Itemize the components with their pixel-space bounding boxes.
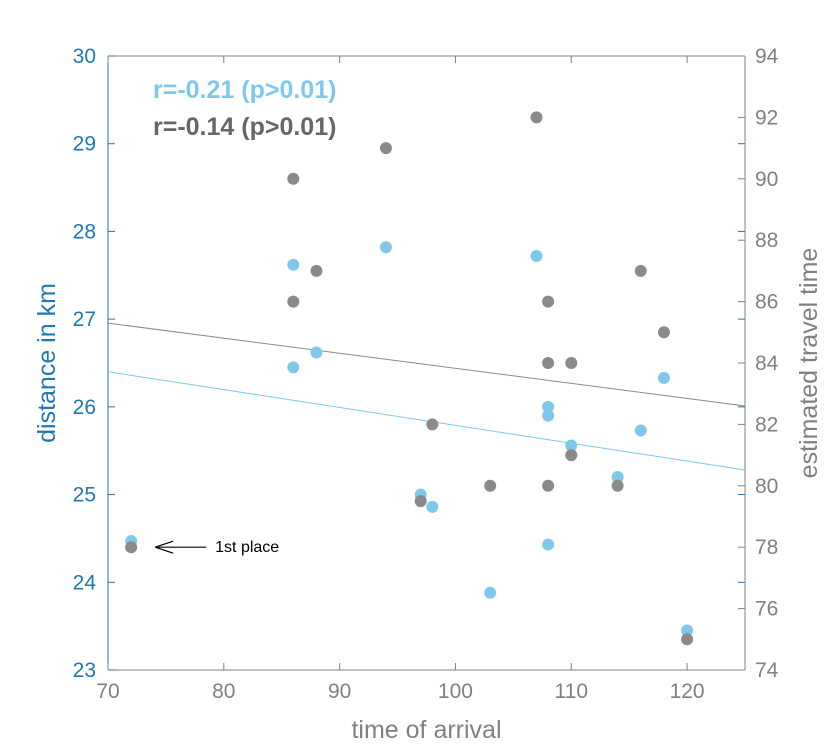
data-point-gray [634, 264, 647, 277]
left-tick-label: 28 [73, 220, 96, 243]
data-point-gray [681, 633, 694, 646]
left-tick-label: 23 [73, 659, 96, 682]
right-tick-label: 82 [755, 413, 778, 436]
x-tick-label: 100 [438, 680, 473, 703]
right-tick-label: 84 [755, 352, 779, 375]
data-point-gray [542, 295, 555, 308]
left-tick-label: 27 [73, 308, 96, 331]
left-y-ticks: 23 24 25 26 27 28 29 30 [73, 45, 745, 682]
trend-lines [107, 322, 746, 471]
data-point-gray [379, 142, 392, 155]
plot-frame [107, 55, 746, 671]
left-tick-label: 26 [73, 396, 96, 419]
x-tick-label: 110 [555, 680, 588, 703]
right-y-ticks: 74 76 78 80 82 84 86 88 90 92 94 [738, 45, 779, 682]
x-ticks: 70 80 90 100 110 120 [96, 56, 705, 703]
data-point-gray [287, 172, 300, 185]
right-tick-label: 86 [755, 291, 778, 314]
right-y-axis-title: estimated travel time [795, 248, 823, 479]
data-point-gray [484, 479, 497, 492]
annotation: 1st place [154, 539, 279, 556]
left-tick-label: 25 [73, 484, 96, 507]
data-points [125, 111, 694, 646]
right-tick-label: 80 [755, 475, 778, 498]
data-point-blue [379, 241, 392, 254]
data-point-blue [657, 371, 670, 384]
data-point-blue [287, 258, 300, 271]
right-tick-label: 90 [755, 168, 778, 191]
right-tick-label: 76 [755, 598, 778, 621]
data-point-gray [657, 326, 670, 339]
right-tick-label: 78 [755, 536, 778, 559]
data-point-gray [287, 295, 300, 308]
data-point-blue [565, 439, 578, 452]
data-point-gray [530, 111, 543, 124]
legend-entry-gray: r=-0.14 (p>0.01) [153, 113, 336, 141]
x-axis-title: time of arrival [351, 716, 501, 744]
left-tick-label: 29 [73, 133, 96, 156]
legend-entry-blue: r=-0.21 (p>0.01) [153, 76, 336, 104]
right-tick-label: 94 [755, 45, 779, 68]
data-point-blue [681, 624, 694, 637]
data-point-gray [565, 357, 578, 369]
data-point-blue [310, 346, 323, 359]
data-point-gray [414, 495, 427, 508]
data-point-blue [287, 361, 300, 374]
data-point-gray [565, 449, 578, 462]
data-point-gray [125, 541, 138, 554]
data-point-blue [426, 500, 439, 513]
right-tick-label: 92 [755, 106, 778, 129]
data-point-blue [542, 409, 555, 422]
left-tick-label: 24 [73, 571, 97, 594]
data-point-blue [530, 249, 543, 262]
data-point-gray [542, 479, 555, 492]
data-point-blue [634, 424, 647, 437]
x-tick-label: 90 [328, 680, 351, 703]
x-tick-label: 120 [670, 680, 705, 703]
left-y-axis-title: distance in km [33, 283, 61, 443]
trend-line-blue [107, 371, 746, 471]
data-point-blue [542, 538, 555, 551]
trend-line-gray [107, 322, 746, 407]
data-point-gray [542, 357, 555, 369]
left-tick-label: 30 [73, 45, 96, 68]
x-tick-label: 80 [212, 680, 235, 703]
data-point-gray [426, 418, 439, 431]
data-point-blue [484, 586, 497, 599]
data-point-blue [542, 400, 555, 413]
right-tick-label: 74 [755, 659, 779, 682]
annotation-label: 1st place [215, 539, 279, 556]
data-point-blue [611, 471, 624, 484]
right-tick-label: 88 [755, 229, 778, 252]
x-tick-label: 70 [96, 680, 119, 703]
data-point-gray [310, 264, 323, 277]
annotation-arrowhead [154, 540, 174, 554]
data-point-gray [611, 479, 624, 492]
